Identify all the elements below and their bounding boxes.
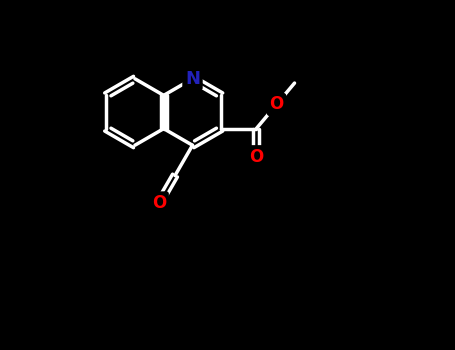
Text: N: N bbox=[185, 70, 200, 88]
Text: O: O bbox=[269, 96, 283, 113]
Text: O: O bbox=[249, 148, 263, 166]
Text: O: O bbox=[152, 194, 167, 212]
